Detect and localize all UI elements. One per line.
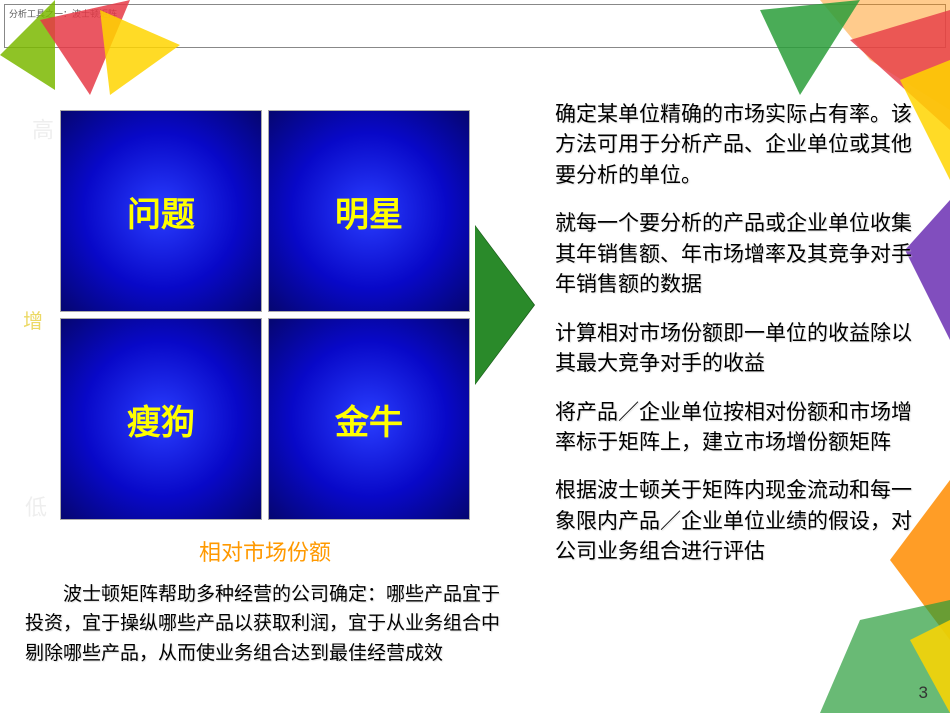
x-axis-label: 相对市场份额: [60, 535, 470, 567]
step-para: 将产品／企业单位按相对份额和市场增率标于矩阵上，建立市场增份额矩阵: [555, 398, 930, 459]
quadrant-label: 明星: [335, 187, 403, 236]
quadrant-label: 金牛: [335, 395, 403, 444]
quadrant-question: 问题: [60, 110, 262, 312]
page-number: 3: [919, 683, 928, 703]
y-axis-low: 低: [25, 490, 47, 522]
matrix-description: 波士顿矩阵帮助多种经营的公司确定：哪些产品宜于投资，宜于操纵哪些产品以获取利润，…: [25, 580, 505, 668]
arrow-icon: [475, 225, 535, 385]
header-box: 分析工具之一：波士顿矩阵: [4, 4, 946, 48]
y-axis-mid: 增: [23, 305, 43, 334]
quadrant-label: 瘦狗: [127, 395, 195, 444]
quadrant-star: 明星: [268, 110, 470, 312]
bcg-matrix: 问题 明星 瘦狗 金牛: [60, 110, 470, 520]
right-column: 确定某单位精确的市场实际占有率。该方法可用于分析产品、企业单位或其他要分析的单位…: [555, 100, 930, 586]
quadrant-cow: 金牛: [268, 318, 470, 520]
header-small-title: 分析工具之一：波士顿矩阵: [5, 5, 945, 22]
y-axis-high: 高: [25, 118, 57, 140]
step-para: 根据波士顿关于矩阵内现金流动和每一象限内产品／企业单位业绩的假设，对公司业务组合…: [555, 476, 930, 567]
step-para: 计算相对市场份额即一单位的收益除以其最大竞争对手的收益: [555, 319, 930, 380]
step-para: 就每一个要分析的产品或企业单位收集其年销售额、年市场增率及其竞争对手年销售额的数…: [555, 209, 930, 300]
quadrant-label: 问题: [127, 187, 195, 236]
quadrant-dog: 瘦狗: [60, 318, 262, 520]
step-para: 确定某单位精确的市场实际占有率。该方法可用于分析产品、企业单位或其他要分析的单位…: [555, 100, 930, 191]
